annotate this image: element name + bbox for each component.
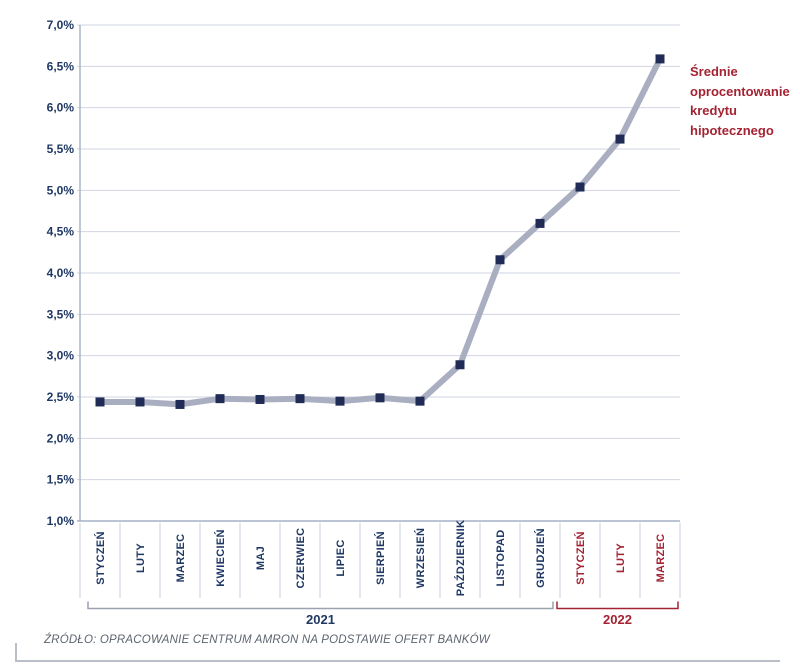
data-point-marker [215, 394, 225, 404]
month-label: MARZEC [175, 534, 187, 583]
month-label: CZERWIEC [295, 528, 307, 589]
month-label: LUTY [135, 543, 147, 573]
year-label: 2021 [306, 612, 335, 627]
data-point-marker [295, 394, 305, 404]
y-tick-label: 2,0% [47, 431, 75, 445]
month-label: STYCZEŃ [574, 531, 587, 584]
data-point-marker [95, 397, 105, 407]
y-tick-label: 2,5% [47, 390, 75, 404]
month-label: LUTY [615, 543, 627, 573]
month-label: GRUDZIEŃ [534, 528, 547, 588]
month-label: STYCZEŃ [94, 531, 107, 584]
data-point-marker [575, 182, 585, 192]
y-tick-label: 7,0% [47, 18, 75, 32]
month-label: LIPIEC [335, 539, 347, 576]
data-point-marker [535, 218, 545, 228]
year-bracket [556, 601, 679, 610]
data-point-marker [415, 396, 425, 406]
y-tick-label: 5,5% [47, 142, 75, 156]
year-bracket [87, 601, 554, 610]
data-point-marker [375, 393, 385, 403]
month-label: MAJ [255, 546, 267, 570]
data-point-marker [495, 255, 505, 265]
data-point-marker [255, 394, 265, 404]
y-tick-label: 3,0% [47, 349, 75, 363]
series-legend-label: Średnie oprocentowanie kredytu hipoteczn… [690, 64, 790, 138]
y-tick-label: 1,0% [47, 514, 75, 528]
y-tick-label: 4,5% [47, 225, 75, 239]
data-point-marker [455, 360, 465, 370]
month-label: KWIECIEŃ [214, 529, 227, 586]
y-tick-label: 6,5% [47, 59, 75, 73]
y-tick-label: 1,5% [47, 473, 75, 487]
data-point-marker [175, 399, 185, 409]
page-frame-corner [15, 643, 780, 662]
month-label: SIERPIEŃ [374, 531, 387, 585]
data-point-marker [655, 54, 665, 64]
data-point-marker [135, 397, 145, 407]
month-label: PAŹDZIERNIK [454, 520, 467, 596]
year-label: 2022 [603, 612, 632, 627]
month-label: MARZEC [655, 534, 667, 583]
y-tick-label: 4,0% [47, 266, 75, 280]
y-tick-label: 5,0% [47, 183, 75, 197]
month-label: LISTOPAD [495, 530, 507, 587]
source-note: ŹRÓDŁO: OPRACOWANIE CENTRUM AMRON NA POD… [44, 634, 490, 646]
data-point-marker [335, 396, 345, 406]
y-tick-label: 3,5% [47, 307, 75, 321]
y-tick-label: 6,0% [47, 101, 75, 115]
month-label: WRZESIEŃ [414, 528, 427, 588]
data-point-marker [615, 134, 625, 144]
